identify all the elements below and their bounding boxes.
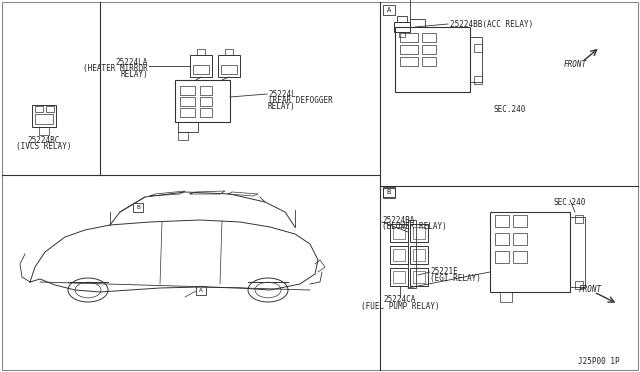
Text: 25224BC: 25224BC	[28, 135, 60, 144]
Text: SEC.240: SEC.240	[494, 105, 526, 113]
Text: (IVCS RELAY): (IVCS RELAY)	[16, 141, 72, 151]
Text: 25224LA: 25224LA	[116, 58, 148, 67]
Text: FRONT: FRONT	[579, 285, 602, 295]
Text: 25224L: 25224L	[268, 90, 296, 99]
Text: (FUEL PUMP RELAY): (FUEL PUMP RELAY)	[361, 301, 439, 311]
Text: SEC.240: SEC.240	[554, 198, 586, 206]
Text: RELAY): RELAY)	[120, 70, 148, 78]
Text: A: A	[199, 288, 203, 293]
Text: (BLOWER RELAY): (BLOWER RELAY)	[382, 221, 447, 231]
Text: B: B	[136, 205, 140, 210]
Text: (REAR DEFOGGER: (REAR DEFOGGER	[268, 96, 333, 105]
Text: 25221E: 25221E	[430, 267, 458, 276]
Text: (EGI RELAY): (EGI RELAY)	[430, 273, 481, 282]
Text: B: B	[387, 189, 391, 195]
Text: RELAY): RELAY)	[268, 102, 296, 110]
Text: (HEATER MIRROR: (HEATER MIRROR	[83, 64, 148, 73]
Text: A: A	[387, 7, 391, 13]
Text: FRONT: FRONT	[563, 60, 587, 68]
Text: J25P00 1P: J25P00 1P	[579, 357, 620, 366]
Text: 25224BB(ACC RELAY): 25224BB(ACC RELAY)	[450, 19, 533, 29]
Text: 25224CA: 25224CA	[384, 295, 416, 305]
Text: 25224BA: 25224BA	[382, 215, 414, 224]
